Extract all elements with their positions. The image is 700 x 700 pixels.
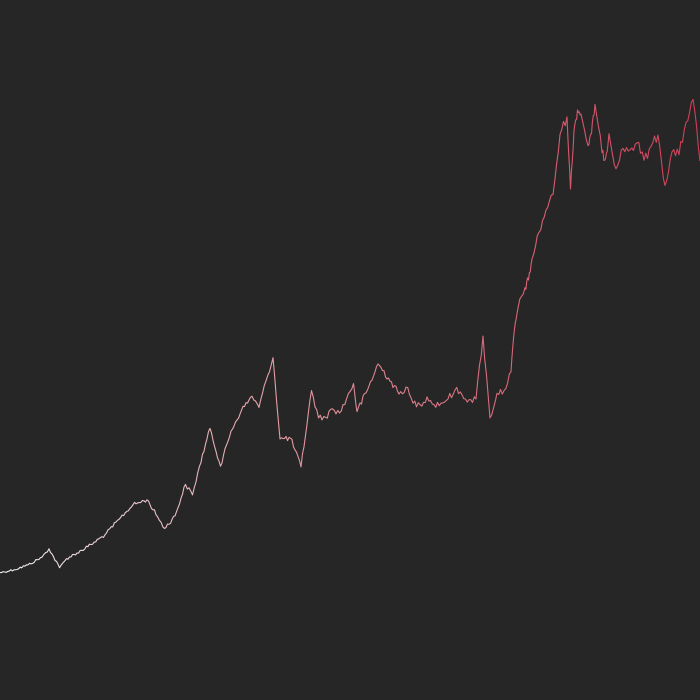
series-layer	[0, 98, 700, 574]
series-line	[0, 98, 700, 574]
